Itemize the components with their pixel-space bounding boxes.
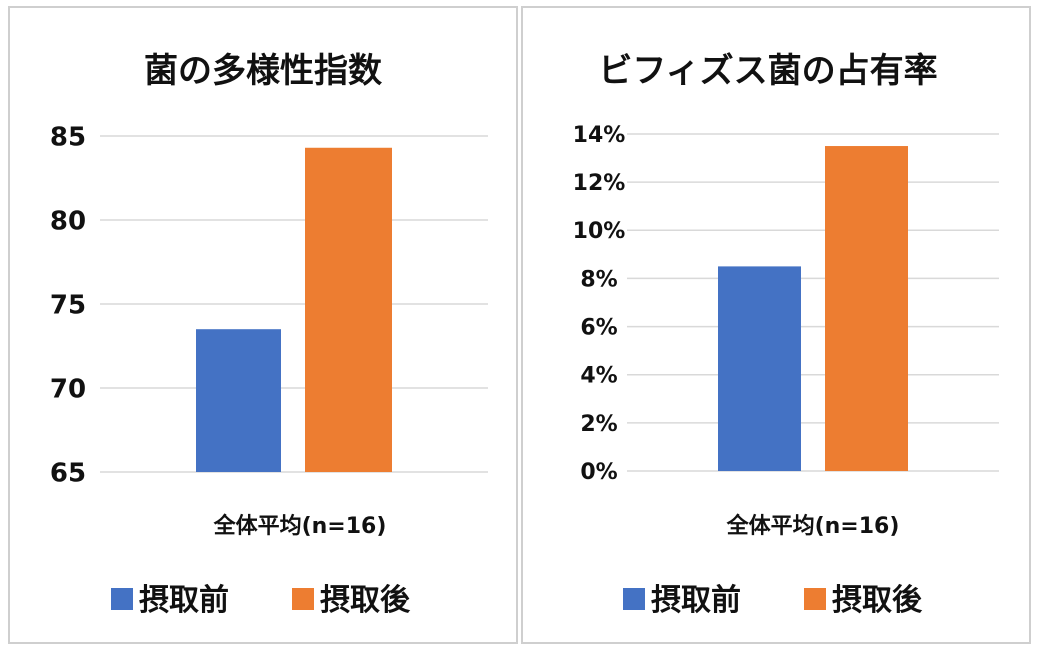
y-tick-label: 10% [573, 219, 626, 244]
legend-swatch-after [804, 588, 826, 610]
legend-swatch-before [111, 588, 133, 610]
bars [718, 146, 908, 472]
x-category-label: 全体平均(n=16) [726, 513, 900, 539]
y-tick-label: 14% [573, 123, 626, 148]
y-tick-label: 80 [50, 206, 86, 236]
legend: 摂取前 摂取後 [111, 583, 411, 618]
legend-label-before: 摂取前 [651, 583, 741, 618]
y-axis-ticks: 0% 2% 4% 6% 8% 10% 12% 14% [573, 123, 626, 485]
y-tick-label: 75 [50, 290, 86, 320]
y-tick-label: 6% [580, 315, 617, 340]
chart-title: 菌の多様性指数 [144, 51, 382, 91]
bar-before [196, 329, 281, 472]
y-tick-label: 0% [580, 460, 617, 485]
bars [196, 147, 392, 472]
y-tick-label: 65 [50, 458, 86, 488]
diversity-index-panel: 菌の多様性指数 65 70 75 80 85 全体平均(n=16) 摂取前 摂取後 [8, 6, 518, 644]
y-tick-label: 8% [580, 267, 617, 292]
y-tick-label: 70 [50, 374, 86, 404]
y-tick-label: 85 [50, 122, 86, 152]
legend-label-after: 摂取後 [320, 583, 411, 618]
legend: 摂取前 摂取後 [623, 583, 923, 618]
bar-before [718, 266, 801, 471]
legend-label-after: 摂取後 [832, 583, 923, 618]
legend-swatch-after [292, 588, 314, 610]
gridlines [627, 133, 999, 472]
bar-after [825, 146, 908, 472]
bar-after [305, 147, 392, 472]
chart-title: ビフィズス菌の占有率 [598, 51, 937, 91]
legend-label-before: 摂取前 [139, 583, 229, 618]
y-tick-label: 2% [580, 412, 617, 437]
y-tick-label: 4% [580, 364, 617, 389]
bifidobacteria-share-panel: ビフィズス菌の占有率 0% 2% 4% 6% 8% 10% 12% 14% 全体平均(n=16… [521, 6, 1031, 644]
diversity-index-chart: 菌の多様性指数 65 70 75 80 85 全体平均(n=16) 摂取前 摂取後 [50, 51, 488, 618]
y-tick-label: 12% [573, 171, 626, 196]
y-axis-ticks: 65 70 75 80 85 [50, 122, 86, 488]
x-category-label: 全体平均(n=16) [213, 513, 387, 539]
bifidobacteria-share-chart: ビフィズス菌の占有率 0% 2% 4% 6% 8% 10% 12% 14% 全体平均(n=16… [573, 51, 999, 618]
gridlines [100, 135, 488, 473]
legend-swatch-before [623, 588, 645, 610]
